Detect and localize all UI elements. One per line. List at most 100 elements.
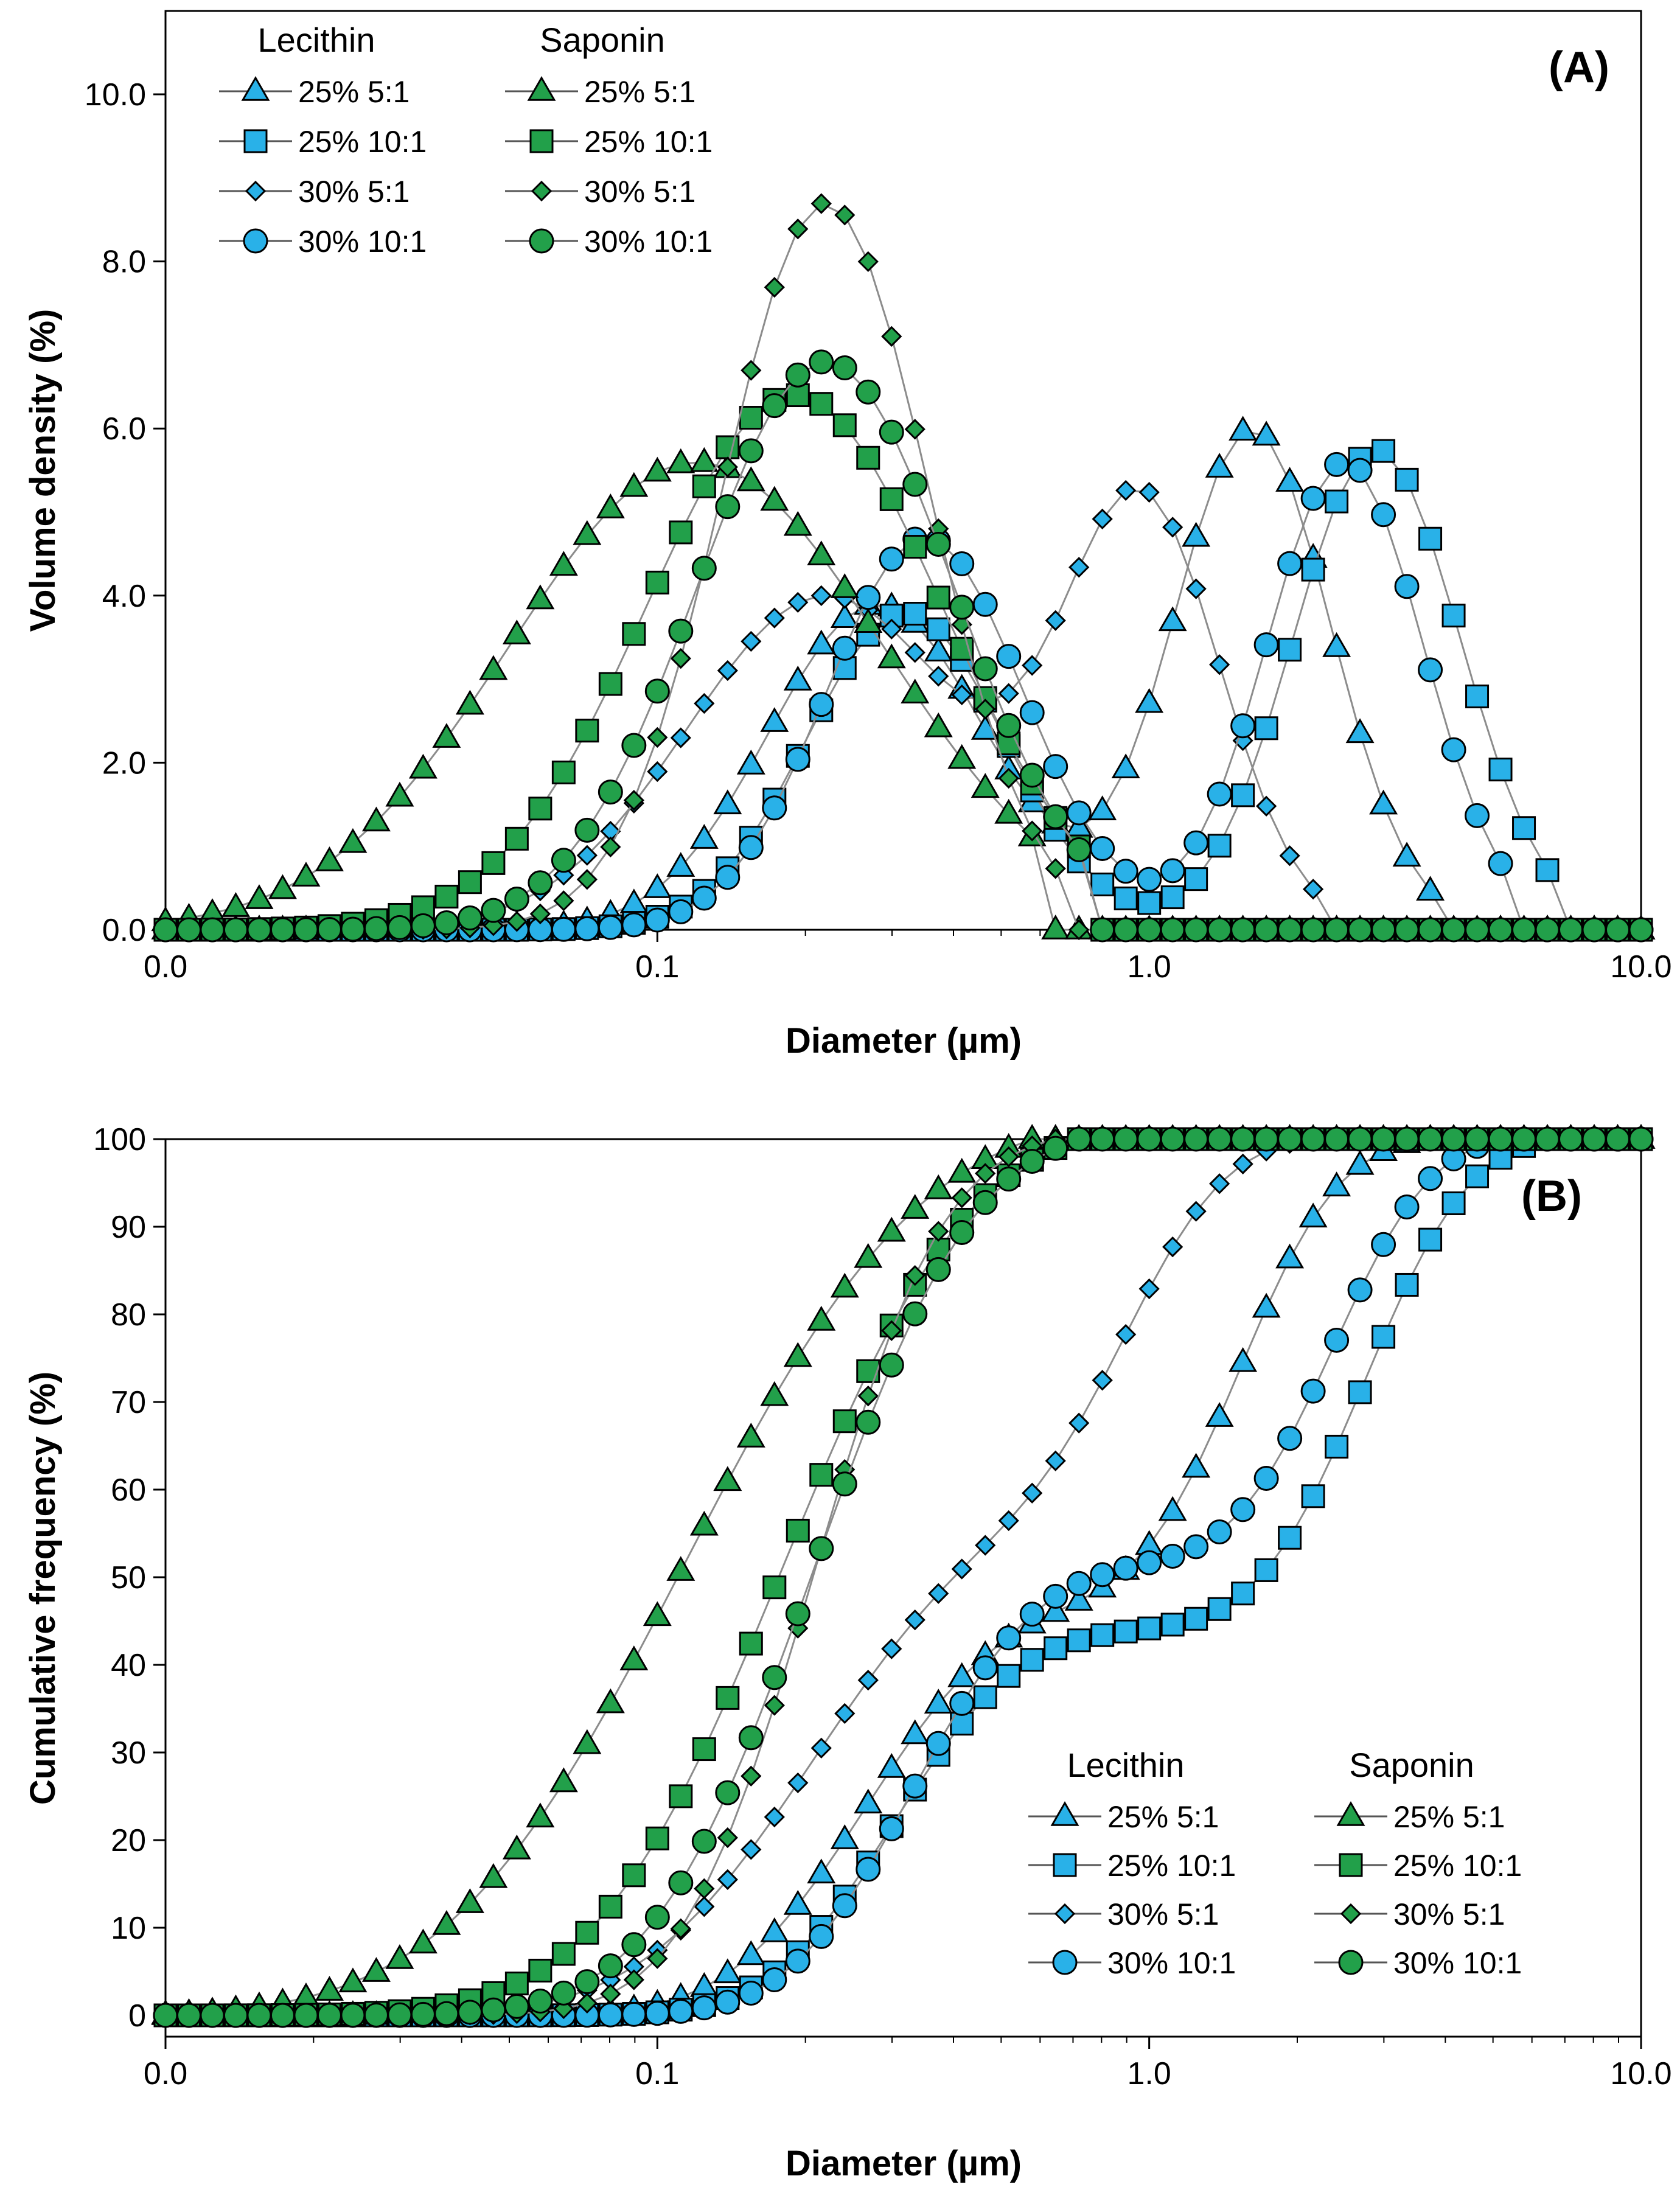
data-point xyxy=(786,1518,810,1543)
legend-item: 30% 5:1 xyxy=(505,175,695,209)
data-point xyxy=(1207,917,1232,943)
data-point xyxy=(1253,917,1279,943)
panel-b-x-axis-label: Diameter (µm) xyxy=(786,2144,1022,2183)
data-point xyxy=(1183,1126,1209,1152)
data-point xyxy=(200,917,225,943)
panel-a-legend: Lecithin 25% 5:1 25% 10:1 30% 5:1 30% 10:1 Sa… xyxy=(219,21,713,259)
data-point xyxy=(481,851,506,875)
legend-marker xyxy=(245,180,267,202)
data-point xyxy=(1137,891,1162,915)
data-point xyxy=(856,1857,881,1882)
data-point xyxy=(644,907,670,933)
data-point xyxy=(998,1146,1019,1168)
data-point xyxy=(1278,1526,1302,1550)
legend-label: 30% 10:1 xyxy=(298,225,427,259)
data-point xyxy=(1113,1126,1138,1152)
data-point xyxy=(901,1194,930,1219)
data-point xyxy=(223,2003,248,2028)
data-point xyxy=(1088,795,1117,820)
data-point xyxy=(1068,919,1090,941)
data-point xyxy=(717,1827,738,1849)
data-point xyxy=(1416,876,1445,901)
data-point xyxy=(809,392,834,416)
data-point xyxy=(1394,1194,1420,1220)
data-point xyxy=(783,1889,812,1915)
data-point xyxy=(315,1976,344,2001)
data-point xyxy=(879,1352,904,1378)
data-point xyxy=(738,835,764,860)
data-point xyxy=(623,790,644,811)
data-point xyxy=(879,546,904,572)
x-tick-label: 10.0 xyxy=(1610,949,1671,985)
data-point xyxy=(153,2003,178,2028)
data-point xyxy=(854,1788,883,1814)
data-point xyxy=(1207,1126,1232,1152)
data-point xyxy=(1230,1497,1256,1522)
data-point xyxy=(856,379,881,405)
data-point xyxy=(1090,1126,1115,1152)
data-point xyxy=(551,916,576,942)
data-point xyxy=(856,585,881,610)
data-point xyxy=(1068,1412,1090,1434)
data-point xyxy=(549,551,578,576)
data-point xyxy=(479,1863,508,1888)
data-point xyxy=(1043,1583,1068,1609)
data-point xyxy=(528,797,552,821)
data-point xyxy=(787,591,809,613)
data-point xyxy=(691,1829,717,1854)
data-point xyxy=(830,573,859,598)
data-point xyxy=(739,1631,763,1656)
data-point xyxy=(903,535,927,559)
data-point xyxy=(361,1957,391,1982)
data-point xyxy=(1371,1232,1396,1257)
data-point xyxy=(925,532,951,557)
data-point xyxy=(1347,1277,1373,1303)
legend-label: 25% 5:1 xyxy=(1107,1800,1219,1834)
data-point xyxy=(1372,439,1396,463)
data-point xyxy=(1229,416,1258,441)
legend-item: 25% 10:1 xyxy=(1314,1849,1522,1883)
data-point xyxy=(741,630,762,652)
data-point xyxy=(1162,517,1183,538)
data-point xyxy=(1183,917,1209,943)
data-point xyxy=(950,636,974,661)
data-point xyxy=(668,1870,694,1895)
data-point xyxy=(830,603,859,629)
data-point xyxy=(924,1174,953,1199)
data-point xyxy=(576,1992,598,2014)
data-point xyxy=(809,1536,834,1561)
data-point xyxy=(832,355,857,381)
data-point xyxy=(432,723,461,748)
data-point xyxy=(574,817,600,843)
data-point xyxy=(1325,489,1349,514)
data-point xyxy=(455,689,484,715)
data-point xyxy=(1488,851,1513,876)
data-point xyxy=(928,666,949,687)
data-point xyxy=(479,655,508,680)
data-point xyxy=(764,277,785,298)
data-point xyxy=(1114,886,1138,910)
data-point xyxy=(738,438,764,464)
y-tick-label: 90 xyxy=(111,1210,146,1245)
data-point xyxy=(928,1583,949,1604)
panel-b-axes: 0 10 20 30 40 50 60 70 80 90 100 0.0 0.1 1.0 10.0 xyxy=(93,1122,1671,2091)
data-point xyxy=(1300,486,1326,511)
data-point xyxy=(647,1948,668,1969)
data-point xyxy=(1137,867,1162,892)
data-point xyxy=(1115,1323,1137,1345)
data-point xyxy=(810,193,832,214)
data-point xyxy=(783,665,812,691)
legend-label: 30% 5:1 xyxy=(1107,1897,1219,1931)
data-point xyxy=(760,1917,789,1942)
data-point xyxy=(1392,842,1421,867)
data-point xyxy=(644,1905,670,1930)
data-point xyxy=(1229,1347,1258,1372)
data-point xyxy=(645,1826,669,1850)
data-point xyxy=(1628,917,1654,943)
data-point xyxy=(1254,716,1278,741)
data-point xyxy=(877,643,906,669)
data-point xyxy=(1090,1562,1115,1588)
data-point xyxy=(1465,1126,1490,1152)
data-point xyxy=(949,1690,975,1716)
data-point xyxy=(223,917,248,943)
